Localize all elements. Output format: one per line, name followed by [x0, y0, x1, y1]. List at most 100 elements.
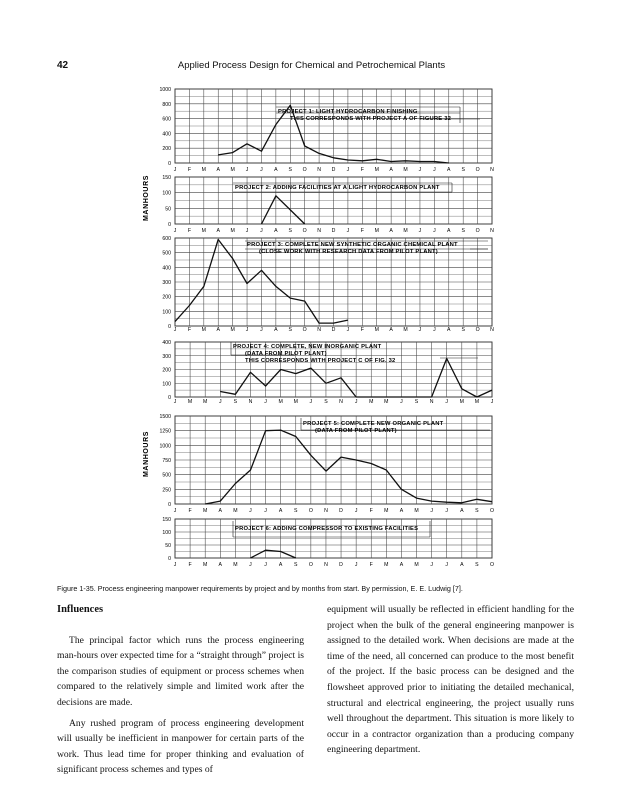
panel-title-line: (CLOSE WORK WITH RESEARCH DATA FROM PILO… — [259, 249, 438, 255]
x-month-label: F — [188, 167, 191, 173]
x-month-label: J — [491, 399, 494, 405]
x-month-label: D — [332, 327, 336, 333]
y-tick-label: 600 — [162, 117, 171, 123]
x-month-label: N — [249, 399, 253, 405]
x-month-label: A — [389, 327, 393, 333]
y-tick-label: 150 — [162, 517, 171, 523]
x-month-label: J — [249, 508, 252, 514]
x-month-label: J — [419, 228, 422, 234]
x-month-label: S — [461, 167, 465, 173]
x-month-label: M — [294, 399, 298, 405]
y-tick-label: 400 — [162, 131, 171, 137]
y-tick-label: 100 — [162, 309, 171, 315]
x-month-label: J — [430, 562, 433, 568]
x-month-label: M — [279, 399, 283, 405]
left-column: Influences The principal factor which ru… — [57, 602, 304, 778]
x-month-label: J — [355, 508, 358, 514]
x-month-label: M — [384, 399, 388, 405]
x-month-label: J — [264, 399, 267, 405]
x-month-label: J — [260, 327, 263, 333]
x-month-label: J — [433, 228, 436, 234]
y-tick-label: 100 — [162, 381, 171, 387]
x-month-label: M — [230, 228, 234, 234]
x-month-label: A — [216, 167, 220, 173]
x-month-label: J — [249, 562, 252, 568]
x-month-label: M — [403, 327, 407, 333]
x-month-label: A — [274, 167, 278, 173]
section-heading: Influences — [57, 604, 104, 615]
x-month-label: J — [445, 562, 448, 568]
x-month-label: J — [433, 327, 436, 333]
y-tick-label: 200 — [162, 295, 171, 301]
x-month-label: N — [324, 562, 328, 568]
running-title: Applied Process Design for Chemical and … — [177, 60, 446, 71]
y-tick-label: 500 — [162, 251, 171, 257]
x-month-label: J — [260, 167, 263, 173]
x-month-label: J — [419, 327, 422, 333]
x-month-label: N — [324, 508, 328, 514]
x-month-label: A — [274, 228, 278, 234]
x-month-label: J — [264, 562, 267, 568]
x-month-label: J — [347, 167, 350, 173]
x-month-label: N — [430, 399, 434, 405]
x-month-label: O — [476, 167, 480, 173]
panel-title-line: PROJECT 4: COMPLETE, NEW INORGANIC PLANT — [233, 344, 382, 350]
x-month-label: N — [490, 327, 494, 333]
y-tick-label: 300 — [162, 280, 171, 286]
y-tick-label: 1000 — [159, 443, 171, 449]
x-month-label: N — [317, 228, 321, 234]
x-month-label: A — [447, 228, 451, 234]
y-tick-label: 150 — [162, 175, 171, 181]
paragraph: equipment will usually be reflected in e… — [327, 604, 574, 756]
x-month-label: M — [375, 228, 379, 234]
x-month-label: N — [339, 399, 343, 405]
x-month-label: M — [414, 562, 418, 568]
x-month-label: J — [347, 327, 350, 333]
x-month-label: A — [447, 327, 451, 333]
x-month-label: S — [289, 228, 293, 234]
y-tick-label: 50 — [165, 543, 171, 549]
x-month-label: M — [203, 562, 207, 568]
x-month-label: M — [230, 327, 234, 333]
y-tick-label: 400 — [162, 265, 171, 271]
x-month-label: J — [430, 508, 433, 514]
x-month-label: A — [400, 508, 404, 514]
x-month-label: J — [355, 399, 358, 405]
x-month-label: S — [289, 167, 293, 173]
x-month-label: M — [230, 167, 234, 173]
panel-title-line: PROJECT 3: COMPLETE NEW SYNTHETIC ORGANI… — [247, 242, 458, 248]
x-month-label: F — [361, 228, 364, 234]
x-month-label: M — [202, 228, 206, 234]
y-tick-label: 1250 — [159, 429, 171, 435]
x-month-label: J — [174, 508, 177, 514]
x-month-label: J — [174, 399, 177, 405]
x-month-label: F — [188, 327, 191, 333]
y-tick-label: 250 — [162, 487, 171, 493]
panel-title-line: PROJECT 2: ADDING FACILITIES AT A LIGHT … — [235, 185, 440, 191]
y-axis-title: MANHOURS — [143, 431, 150, 477]
x-month-label: A — [279, 508, 283, 514]
panel-title-line: THIS CORRESPONDS WITH PROJECT C OF FIG. … — [245, 358, 395, 364]
x-month-label: O — [309, 562, 313, 568]
series-line — [250, 549, 297, 559]
x-month-label: F — [370, 562, 373, 568]
x-month-label: A — [460, 508, 464, 514]
y-tick-label: 1000 — [159, 87, 171, 93]
panel-title-line: (DATA FROM PILOT PLANT) — [315, 428, 397, 434]
x-month-label: S — [461, 327, 465, 333]
y-tick-label: 200 — [162, 368, 171, 374]
x-month-label: M — [375, 167, 379, 173]
x-month-label: D — [339, 562, 343, 568]
x-month-label: O — [303, 228, 307, 234]
x-month-label: M — [460, 399, 464, 405]
y-tick-label: 0 — [168, 222, 171, 228]
x-month-label: F — [361, 167, 364, 173]
x-month-label: M — [203, 399, 207, 405]
x-month-label: N — [490, 167, 494, 173]
y-tick-label: 1500 — [159, 414, 171, 420]
x-month-label: J — [260, 228, 263, 234]
x-month-label: A — [279, 562, 283, 568]
x-month-label: M — [403, 167, 407, 173]
